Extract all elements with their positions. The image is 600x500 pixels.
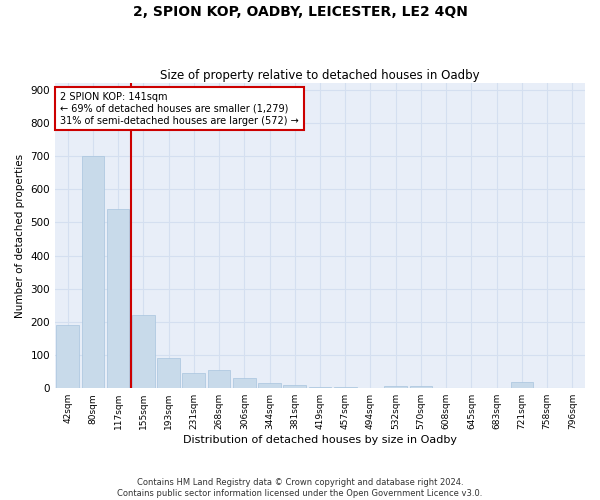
Text: 2 SPION KOP: 141sqm
← 69% of detached houses are smaller (1,279)
31% of semi-det: 2 SPION KOP: 141sqm ← 69% of detached ho… [61,92,299,126]
Bar [334,387,356,388]
Bar [258,383,281,388]
Text: 2, SPION KOP, OADBY, LEICESTER, LE2 4QN: 2, SPION KOP, OADBY, LEICESTER, LE2 4QN [133,5,467,19]
Bar [157,358,180,388]
Bar [132,316,155,388]
Bar [283,385,306,388]
Y-axis label: Number of detached properties: Number of detached properties [15,154,25,318]
Text: Contains HM Land Registry data © Crown copyright and database right 2024.
Contai: Contains HM Land Registry data © Crown c… [118,478,482,498]
X-axis label: Distribution of detached houses by size in Oadby: Distribution of detached houses by size … [183,435,457,445]
Bar [208,370,230,388]
Bar [182,374,205,388]
Bar [410,386,433,388]
Bar [511,382,533,388]
Bar [107,209,130,388]
Bar [308,386,331,388]
Bar [82,156,104,388]
Bar [233,378,256,388]
Title: Size of property relative to detached houses in Oadby: Size of property relative to detached ho… [160,69,480,82]
Bar [56,325,79,388]
Bar [385,386,407,388]
